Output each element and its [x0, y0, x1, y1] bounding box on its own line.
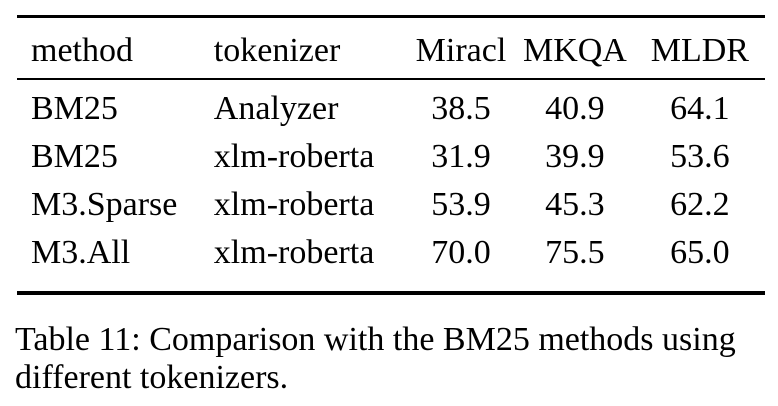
- cell-method: M3.All: [31, 234, 131, 271]
- col-header-miracl: Miracl: [415, 32, 507, 69]
- header-row: method tokenizer Miracl MKQA MLDR: [17, 17, 765, 79]
- col-header-method: method: [31, 32, 133, 69]
- col-header-tokenizer: tokenizer: [213, 32, 341, 69]
- results-table: method tokenizer Miracl MKQA MLDR BM25 A…: [17, 15, 765, 295]
- caption-line-1: Table 11: Comparison with the BM25 metho…: [15, 321, 736, 358]
- cell-mldr: 62.2: [670, 186, 730, 223]
- cell-mkqa: 40.9: [545, 90, 605, 127]
- cell-mkqa: 45.3: [545, 186, 605, 223]
- cell-method: M3.Sparse: [31, 186, 178, 223]
- cell-miracl: 70.0: [431, 234, 491, 271]
- table-row: BM25 Analyzer 38.5 40.9 64.1: [17, 79, 765, 133]
- table-caption: Table 11: Comparison with the BM25 metho…: [15, 321, 755, 397]
- cell-tokenizer: xlm-roberta: [213, 186, 375, 223]
- cell-miracl: 31.9: [431, 138, 491, 175]
- cell-tokenizer: xlm-roberta: [213, 138, 375, 175]
- cell-method: BM25: [31, 90, 118, 127]
- cell-mldr: 65.0: [670, 234, 730, 271]
- table-row: M3.Sparse xlm-roberta 53.9 45.3 62.2: [17, 181, 765, 229]
- table-row: M3.All xlm-roberta 70.0 75.5 65.0: [17, 229, 765, 293]
- col-header-mldr: MLDR: [650, 32, 749, 69]
- caption-line-2: different tokenizers.: [15, 359, 289, 396]
- cell-mkqa: 75.5: [545, 234, 605, 271]
- cell-tokenizer: Analyzer: [213, 90, 339, 127]
- cell-mldr: 53.6: [670, 138, 730, 175]
- cell-mkqa: 39.9: [545, 138, 605, 175]
- table-row: BM25 xlm-roberta 31.9 39.9 53.6: [17, 133, 765, 181]
- cell-miracl: 53.9: [431, 186, 491, 223]
- cell-miracl: 38.5: [431, 90, 491, 127]
- col-header-mkqa: MKQA: [522, 32, 627, 69]
- cell-mldr: 64.1: [670, 90, 730, 127]
- cell-tokenizer: xlm-roberta: [213, 234, 375, 271]
- cell-method: BM25: [31, 138, 118, 175]
